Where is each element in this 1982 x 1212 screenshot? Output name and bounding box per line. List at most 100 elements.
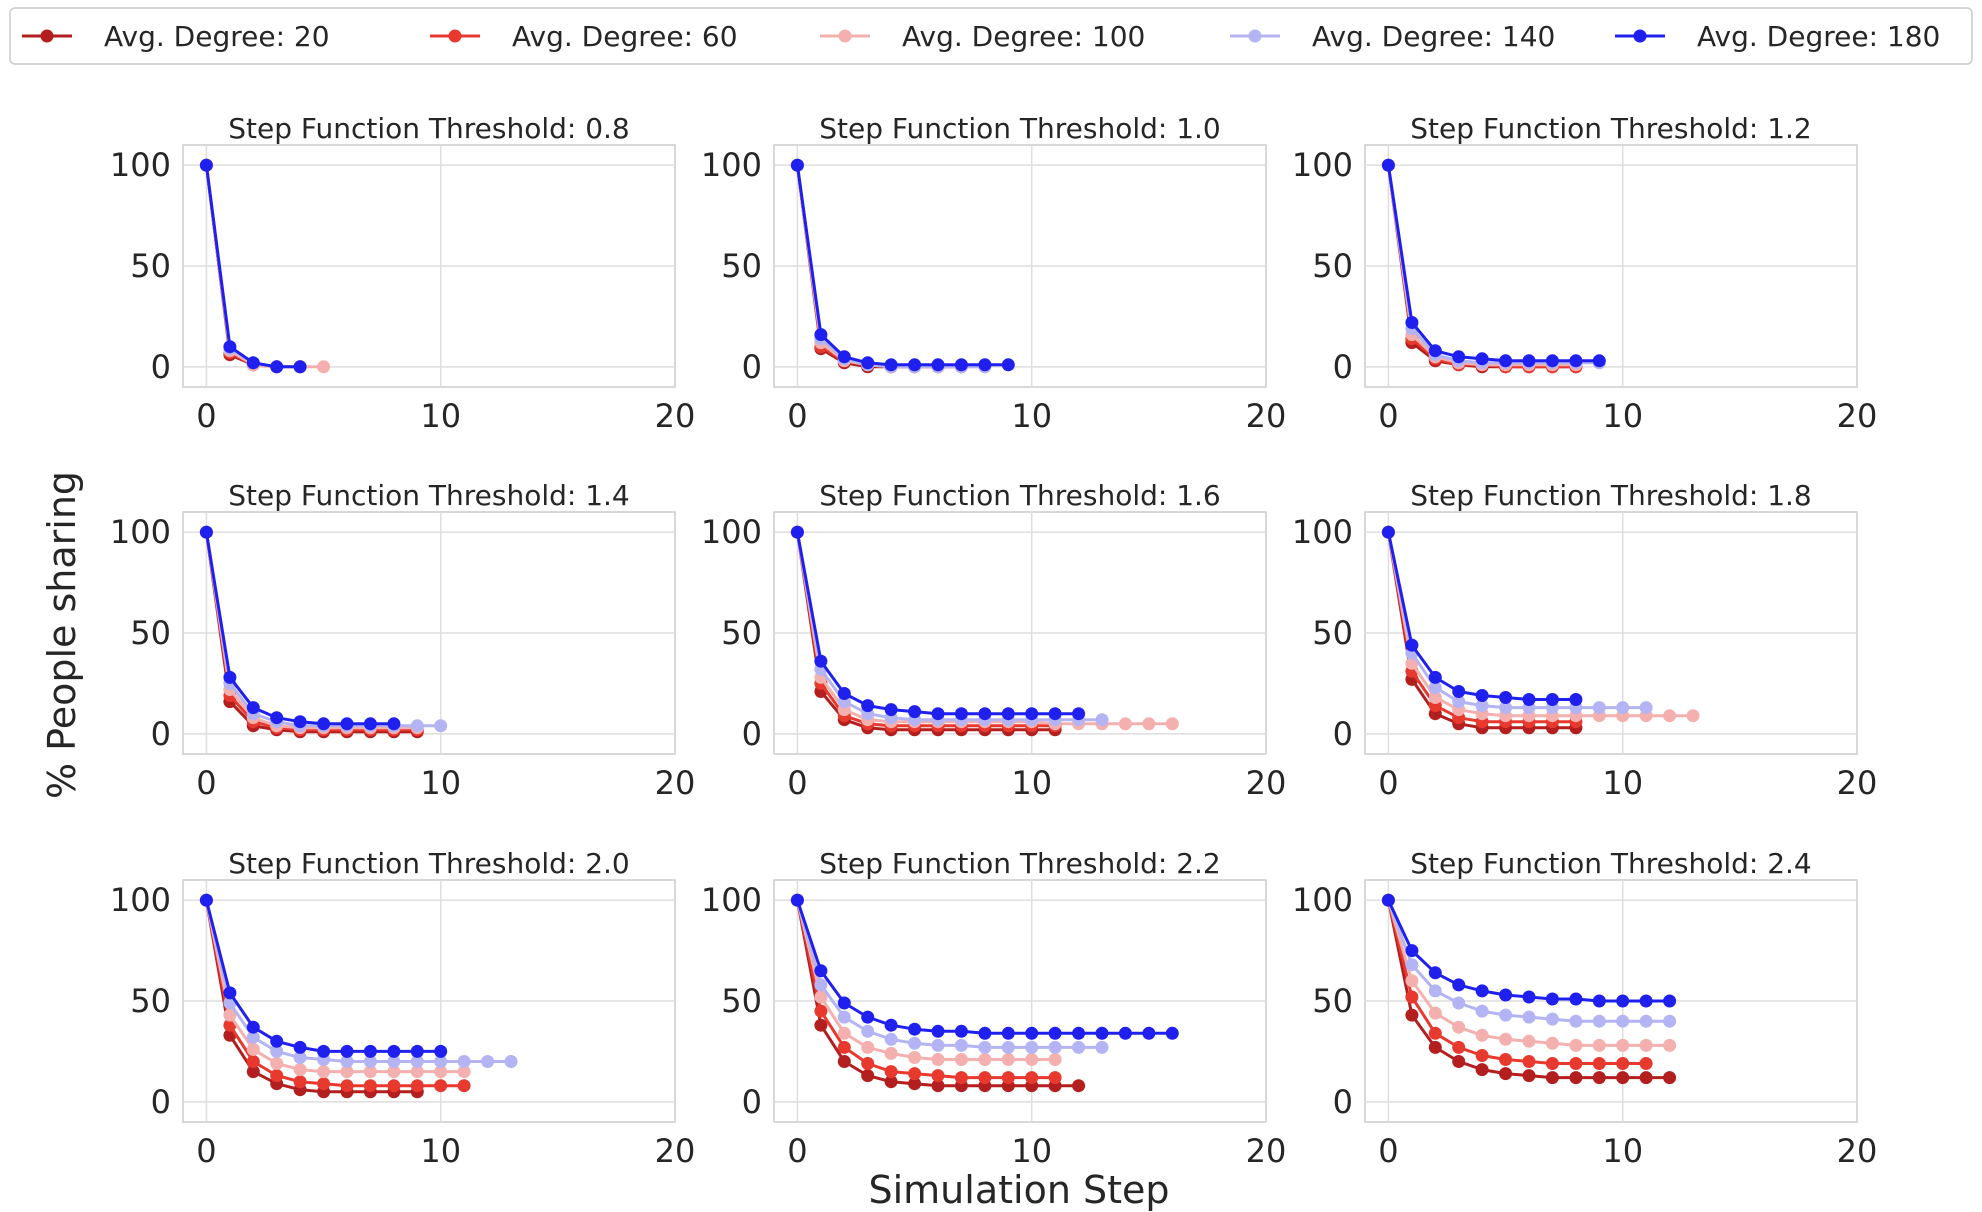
subplot-title: Step Function Threshold: 0.8 (228, 112, 630, 145)
x-tick-label: 20 (1246, 1132, 1287, 1170)
legend-label: Avg. Degree: 60 (512, 20, 738, 53)
y-tick-label: 100 (701, 881, 762, 919)
data-point (270, 1057, 284, 1070)
data-point (814, 654, 828, 668)
data-point (1592, 994, 1606, 1008)
data-point (861, 356, 875, 370)
data-point (861, 1024, 875, 1038)
series-line (1386, 164, 1600, 365)
data-point (387, 1055, 401, 1068)
data-point (1048, 1071, 1062, 1085)
data-point (1545, 1071, 1559, 1085)
legend-label: Avg. Degree: 100 (902, 20, 1145, 53)
subplot: 0 10 20 0 50 100 Step Function Threshold: 2.0 (110, 847, 695, 1170)
data-point (1545, 1012, 1559, 1026)
data-point (317, 1065, 331, 1079)
data-point (861, 1069, 875, 1083)
data-point (1001, 707, 1015, 721)
data-point (837, 1055, 851, 1068)
subplot: 0 10 20 0 50 100 Step Function Threshold: 1.2 (1292, 112, 1877, 435)
data-point (884, 1065, 898, 1079)
data-point (1048, 1026, 1062, 1040)
subplot: 0 10 20 0 50 100 Step Function Threshold: 1.6 (701, 479, 1286, 802)
data-point (1118, 717, 1132, 731)
data-point (317, 360, 331, 374)
series-line (204, 531, 418, 734)
series-line (1386, 164, 1600, 363)
legend-marker (40, 29, 54, 43)
data-point (978, 1026, 992, 1040)
data-point (884, 703, 898, 717)
data-point (837, 996, 851, 1010)
data-point (908, 358, 922, 372)
data-point (223, 340, 237, 354)
data-point (978, 1053, 992, 1066)
y-tick-label: 50 (1312, 982, 1353, 1020)
data-point (1522, 1069, 1536, 1083)
subplot-title: Step Function Threshold: 1.0 (819, 112, 1221, 145)
x-tick-label: 20 (1246, 764, 1287, 802)
subplot-title: Step Function Threshold: 2.2 (819, 847, 1221, 880)
data-point (1405, 1008, 1419, 1022)
data-point (270, 1044, 284, 1058)
data-point (387, 717, 401, 731)
data-point (1048, 1053, 1062, 1066)
x-tick-label: 0 (787, 1132, 807, 1170)
data-point (978, 1071, 992, 1085)
y-tick-label: 100 (110, 881, 171, 919)
data-point (340, 1065, 354, 1079)
data-point (434, 1055, 448, 1068)
data-point (387, 1044, 401, 1058)
data-point (1001, 1053, 1015, 1066)
data-point (1475, 984, 1489, 998)
data-point (246, 1042, 260, 1056)
data-point (837, 1026, 851, 1040)
data-point (1452, 350, 1466, 364)
data-point (1545, 1057, 1559, 1070)
legend-item: Avg. Degree: 180 (1615, 20, 1940, 53)
data-point (1025, 707, 1039, 721)
data-point (1095, 713, 1109, 727)
data-point (410, 1055, 424, 1068)
data-point (223, 1008, 237, 1022)
x-tick-label: 20 (1246, 397, 1287, 435)
data-point (1616, 701, 1630, 715)
y-tick-label: 0 (1333, 715, 1353, 753)
data-point (1001, 1040, 1015, 1054)
data-point (410, 1044, 424, 1058)
data-point (1663, 1014, 1677, 1028)
data-point (1569, 992, 1583, 1006)
data-point (931, 1024, 945, 1038)
data-point (861, 1057, 875, 1070)
x-tick-label: 20 (655, 1132, 696, 1170)
y-tick-label: 0 (742, 348, 762, 386)
data-point (199, 525, 213, 539)
x-tick-label: 10 (1602, 764, 1643, 802)
data-point (1639, 1057, 1653, 1070)
data-point (1165, 1026, 1179, 1040)
panels: 0 10 20 0 50 100 Step Function Threshold: 0.8 0… (110, 112, 1877, 1170)
legend-label: Avg. Degree: 140 (1312, 20, 1555, 53)
data-point (1499, 701, 1513, 715)
y-tick-label: 0 (1333, 348, 1353, 386)
legend-item: Avg. Degree: 100 (820, 20, 1145, 53)
data-point (1639, 994, 1653, 1008)
data-point (293, 1051, 307, 1064)
data-point (1499, 354, 1513, 368)
data-point (1475, 699, 1489, 713)
data-point (457, 1065, 471, 1079)
legend-label: Avg. Degree: 180 (1697, 20, 1940, 53)
data-point (293, 1063, 307, 1077)
subplot-title: Step Function Threshold: 1.8 (1410, 479, 1812, 512)
data-point (363, 1055, 377, 1068)
subplot: 0 10 20 0 50 100 Step Function Threshold: 1.4 (110, 479, 695, 802)
data-point (1428, 344, 1442, 358)
data-point (1499, 1008, 1513, 1022)
data-point (931, 1053, 945, 1066)
data-point (246, 1030, 260, 1044)
data-point (931, 1038, 945, 1052)
data-point (1405, 944, 1419, 958)
x-tick-label: 20 (1837, 1132, 1878, 1170)
legend-marker (448, 29, 462, 43)
y-tick-label: 0 (151, 1083, 171, 1121)
